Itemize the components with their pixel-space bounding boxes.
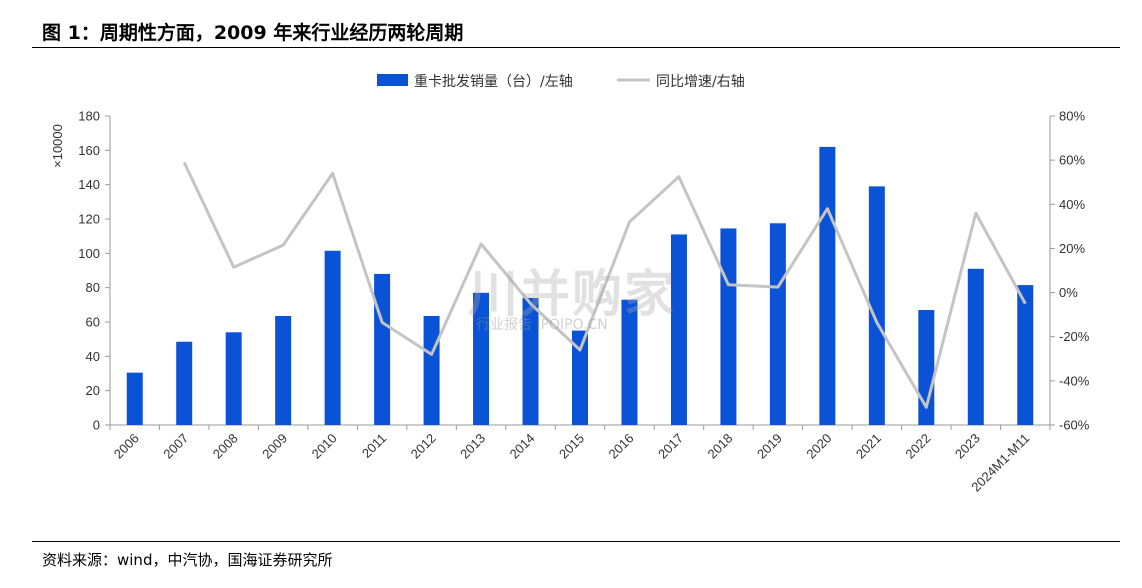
legend-line-label: 同比增速/右轴: [656, 74, 745, 90]
chart: 重卡批发销量（台）/左轴 同比增速/右轴 ×10000 0 20 40 60 80 100…: [50, 74, 1090, 495]
x-tick-label: 2020: [803, 431, 834, 462]
axes: 0 20 40 60 80 100 120 140 160 180 -60% -40% -20% 0% 20…: [78, 109, 1089, 433]
legend-bar-swatch: [377, 74, 408, 86]
x-tick-label: 2023: [952, 431, 983, 462]
y-tick-label: 120: [78, 212, 100, 227]
bar: [670, 234, 687, 425]
bar: [275, 315, 292, 425]
bar: [225, 332, 242, 425]
bar: [324, 250, 341, 425]
bottom-rule: [32, 541, 1120, 542]
bar: [374, 273, 391, 425]
figure-title: 图 1：周期性方面，2009 年来行业经历两轮周期: [42, 22, 464, 44]
y2-tick-label: -60%: [1059, 418, 1090, 433]
y2-tick-label: 20%: [1059, 241, 1085, 256]
bar: [769, 223, 786, 425]
bar: [423, 315, 440, 425]
bar: [621, 299, 638, 425]
x-tick-label: 2018: [704, 431, 735, 462]
x-tick-label: 2019: [754, 431, 785, 462]
bar: [720, 228, 737, 425]
x-tick-label: 2015: [556, 431, 587, 462]
bar: [1017, 285, 1034, 425]
y-tick-label: 80: [86, 280, 100, 295]
x-tick-label: 2010: [309, 431, 340, 462]
y-tick-label: 180: [78, 109, 100, 124]
bar: [473, 292, 490, 425]
bar: [522, 297, 539, 425]
y-tick-label: 0: [93, 418, 100, 433]
x-tick-label: 2007: [160, 431, 191, 462]
watermark-subtext: 行业报告 IPOIPO.CN: [476, 317, 608, 333]
bar: [572, 330, 588, 425]
y2-tick-label: -20%: [1059, 329, 1090, 344]
watermark: 川并购家: [468, 265, 676, 323]
x-tick-label: 2008: [210, 431, 241, 462]
x-tick-label: 2012: [408, 431, 439, 462]
x-tick-label: 2016: [606, 431, 637, 462]
x-tick-label: 2006: [111, 431, 142, 462]
bar: [819, 146, 836, 425]
y2-tick-label: 0%: [1059, 285, 1078, 300]
x-tick-labels: 2006 2007 2008 2009 2010 2011 2012 2013 2014 2015…: [111, 431, 1033, 495]
x-tick-label: 2017: [655, 431, 686, 462]
x-tick-label: 2021: [853, 431, 884, 462]
x-tick-label: 2013: [457, 431, 488, 462]
y2-tick-label: 60%: [1059, 153, 1085, 168]
top-rule: [32, 47, 1120, 48]
bar: [967, 268, 984, 425]
legend-bar-label: 重卡批发销量（台）/左轴: [414, 74, 573, 90]
y2-tick-label: -40%: [1059, 373, 1090, 388]
y-axis-label: ×10000: [50, 124, 65, 168]
growth-line: [182, 161, 1027, 409]
x-tick-label: 2011: [359, 431, 389, 461]
bar: [868, 186, 885, 425]
legend: 重卡批发销量（台）/左轴 同比增速/右轴: [377, 74, 745, 90]
y-tick-label: 160: [78, 143, 100, 158]
bar: [176, 341, 193, 425]
y2-tick-label: 80%: [1059, 109, 1085, 124]
y2-tick-label: 40%: [1059, 197, 1085, 212]
bar: [126, 372, 143, 425]
x-tick-label: 2014: [507, 431, 538, 462]
y-tick-label: 40: [86, 349, 100, 364]
x-tick-label: 2022: [902, 431, 933, 462]
y-tick-label: 100: [78, 246, 100, 261]
growth-line-path: [182, 161, 1027, 409]
x-tick-label: 2009: [259, 431, 290, 462]
y-tick-label: 60: [86, 315, 100, 330]
y-tick-label: 140: [78, 177, 100, 192]
y-tick-label: 20: [86, 383, 100, 398]
figure-source: 资料来源：wind，中汽协，国海证券研究所: [42, 551, 333, 569]
